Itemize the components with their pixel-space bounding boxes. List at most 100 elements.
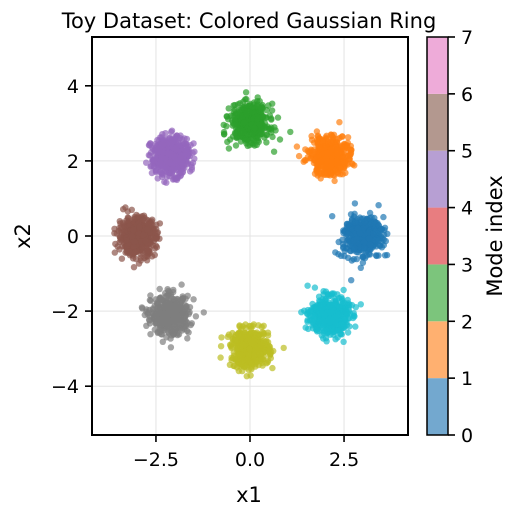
- data-point: [250, 137, 256, 143]
- data-point: [179, 160, 185, 166]
- data-point: [226, 105, 232, 111]
- data-point: [272, 127, 278, 133]
- data-point: [312, 284, 318, 290]
- y-tick-label: 0: [67, 226, 79, 248]
- data-point: [268, 355, 274, 361]
- data-point: [305, 154, 311, 160]
- data-point: [156, 307, 162, 313]
- data-point: [236, 323, 242, 329]
- data-point: [337, 165, 343, 171]
- data-point: [217, 354, 223, 360]
- data-point: [327, 168, 333, 174]
- data-point: [237, 343, 243, 349]
- data-point: [311, 149, 317, 155]
- data-point: [324, 158, 330, 164]
- data-point: [367, 215, 373, 221]
- data-point: [379, 226, 385, 232]
- data-point: [144, 248, 150, 254]
- data-point: [348, 277, 354, 283]
- data-point: [345, 231, 351, 237]
- data-point: [168, 294, 174, 300]
- data-point: [224, 139, 230, 145]
- data-point: [251, 99, 257, 105]
- data-point: [168, 344, 174, 350]
- data-point: [340, 339, 346, 345]
- data-point: [164, 322, 170, 328]
- data-point: [144, 257, 150, 263]
- data-point: [160, 339, 166, 345]
- data-point: [240, 98, 246, 104]
- colorbar-band: [427, 37, 448, 94]
- data-point: [158, 154, 164, 160]
- data-point: [151, 164, 157, 170]
- data-point: [226, 145, 232, 151]
- data-point: [351, 310, 357, 316]
- data-point: [346, 323, 352, 329]
- data-point: [340, 287, 346, 293]
- data-point: [239, 358, 245, 364]
- data-point: [342, 316, 348, 322]
- data-point: [237, 133, 243, 139]
- data-point: [375, 238, 381, 244]
- data-point: [318, 171, 324, 177]
- data-point: [340, 245, 346, 251]
- data-point: [152, 155, 158, 161]
- data-point: [149, 217, 155, 223]
- data-point: [319, 299, 325, 305]
- data-point: [159, 163, 165, 169]
- colorbar-tick-label: 6: [461, 84, 473, 106]
- data-point: [143, 160, 149, 166]
- chart-title: Toy Dataset: Colored Gaussian Ring: [61, 9, 437, 33]
- data-point: [333, 313, 339, 319]
- data-point: [125, 208, 131, 214]
- data-point: [157, 169, 163, 175]
- data-point: [384, 231, 390, 237]
- data-point: [239, 333, 245, 339]
- data-point: [263, 107, 269, 113]
- data-point: [345, 140, 351, 146]
- data-point: [159, 131, 165, 137]
- data-point: [323, 288, 329, 294]
- colorbar-bands: [427, 37, 448, 435]
- data-point: [367, 242, 373, 248]
- data-point: [320, 317, 326, 323]
- colorbar-band: [427, 208, 448, 265]
- data-point: [353, 304, 359, 310]
- colorbar-band: [427, 378, 448, 435]
- data-point: [186, 150, 192, 156]
- data-point: [275, 114, 281, 120]
- data-point: [118, 237, 124, 243]
- data-point: [384, 252, 390, 258]
- data-point: [221, 131, 227, 137]
- data-point: [251, 125, 257, 131]
- data-point: [336, 304, 342, 310]
- data-point: [304, 311, 310, 317]
- colorbar-band: [427, 151, 448, 208]
- data-point: [119, 256, 125, 262]
- colorbar-band: [427, 94, 448, 151]
- y-axis-ticks: −4−2024: [51, 76, 92, 398]
- data-point: [174, 177, 180, 183]
- data-point: [263, 139, 269, 145]
- data-point: [173, 146, 179, 152]
- x-axis-ticks: −2.5 0.0 2.5: [133, 435, 359, 471]
- data-point: [168, 140, 174, 146]
- data-point: [327, 139, 333, 145]
- data-point: [118, 224, 124, 230]
- y-tick-label: −2: [51, 301, 79, 323]
- data-point: [243, 111, 249, 117]
- data-point: [269, 134, 275, 140]
- data-point: [309, 301, 315, 307]
- data-point: [147, 297, 153, 303]
- data-point: [142, 238, 148, 244]
- data-point: [187, 168, 193, 174]
- data-point: [253, 332, 259, 338]
- data-point: [161, 179, 167, 185]
- data-point: [375, 202, 381, 208]
- data-point: [221, 122, 227, 128]
- data-point: [338, 327, 344, 333]
- data-point: [241, 119, 247, 125]
- x-axis-label: x1: [236, 483, 262, 507]
- data-point: [150, 242, 156, 248]
